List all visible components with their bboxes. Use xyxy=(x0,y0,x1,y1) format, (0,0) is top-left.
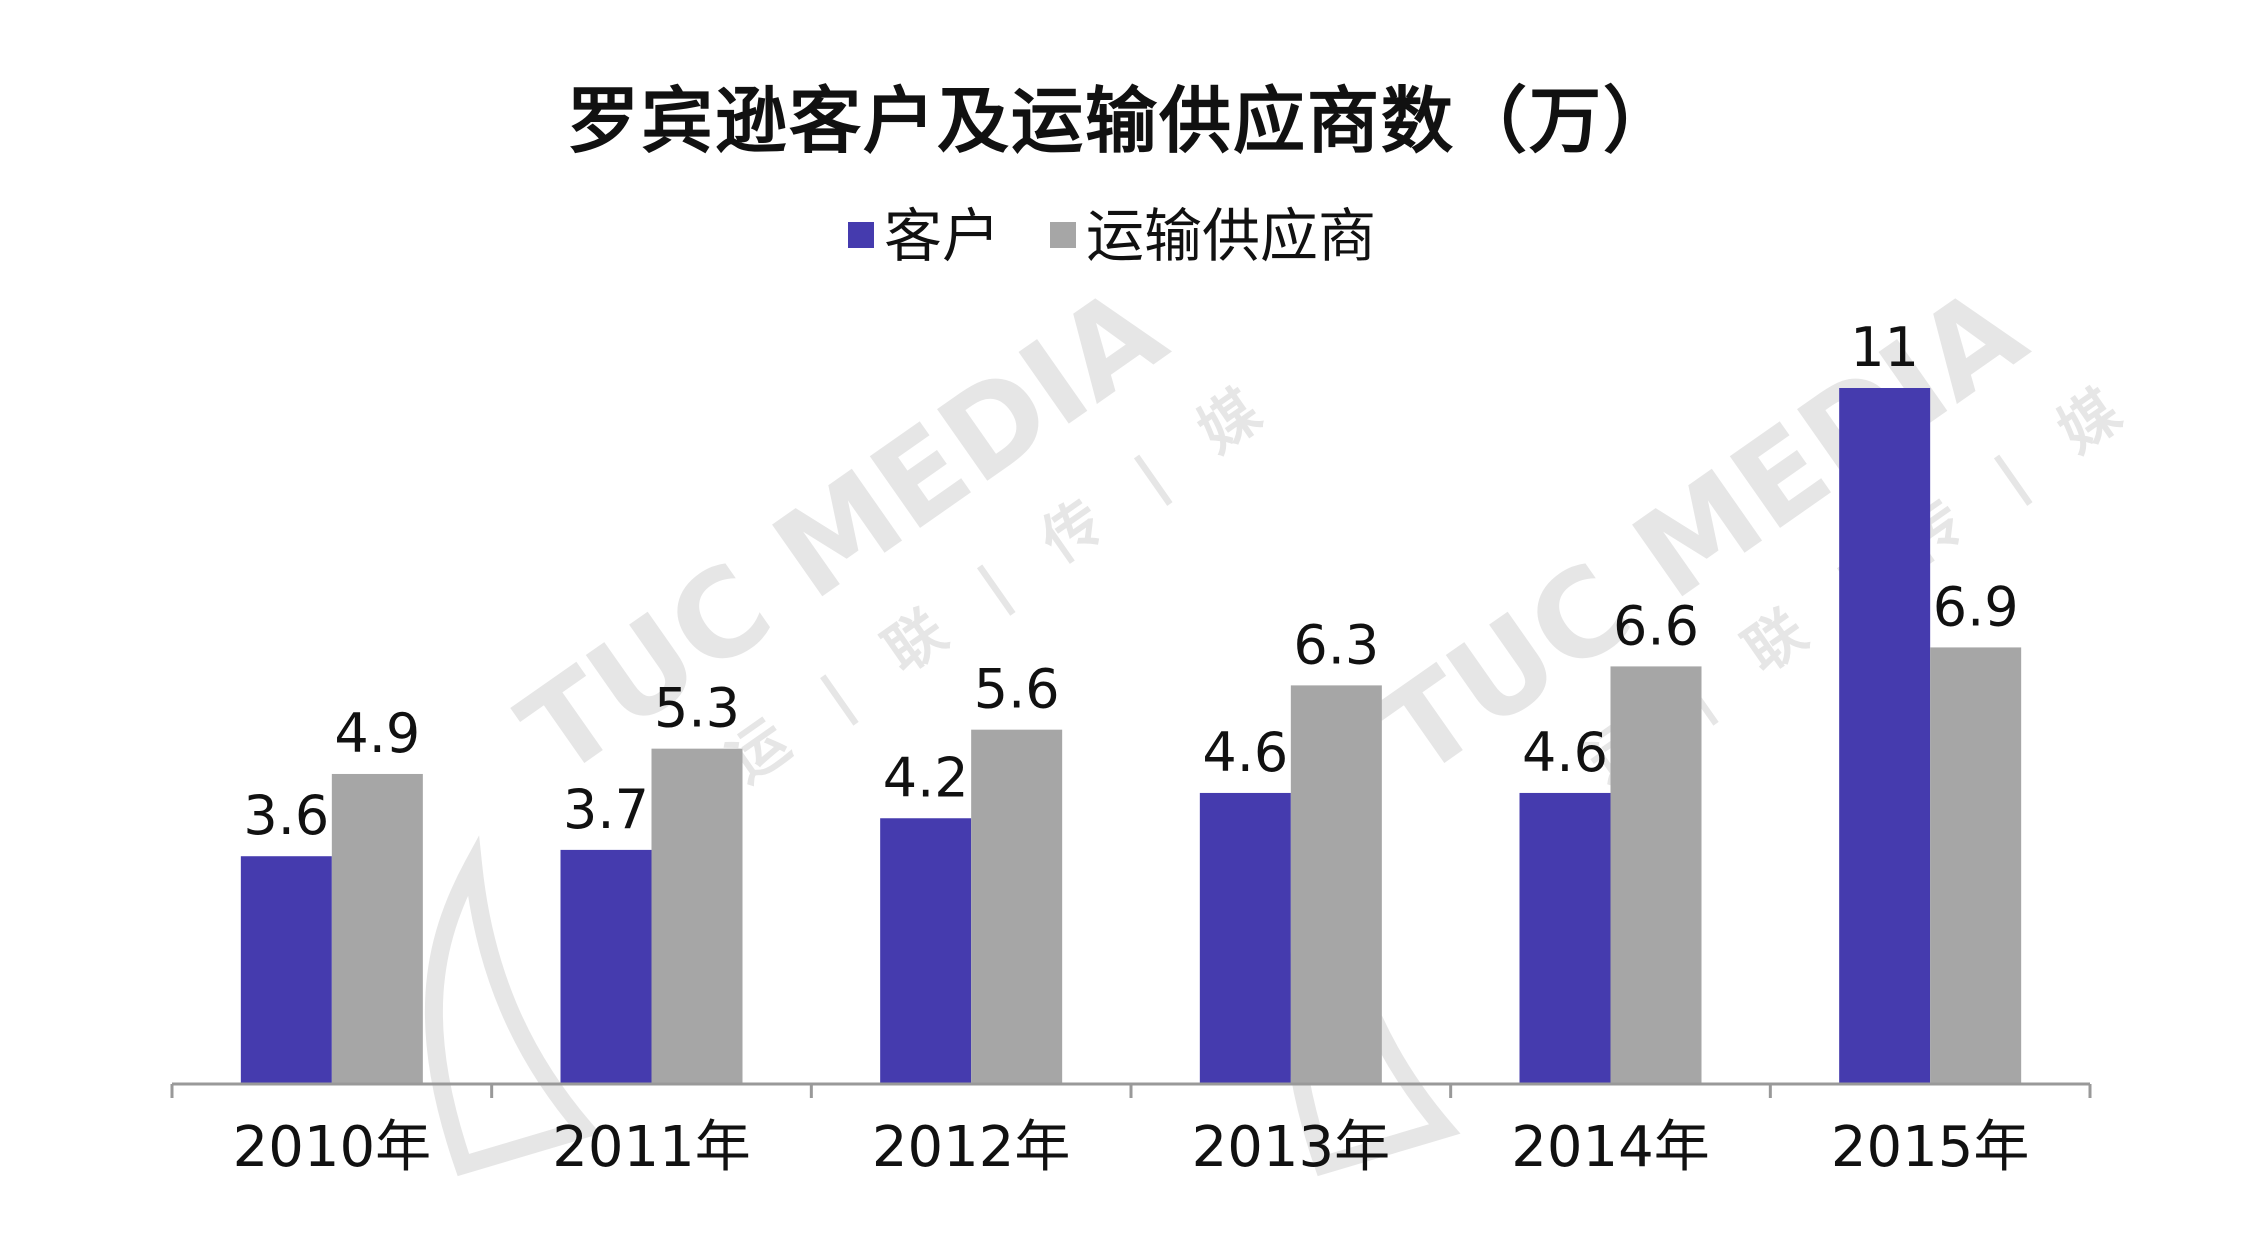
data-label-2-4: 6.3 xyxy=(1293,613,1379,676)
bar-1-3 xyxy=(880,818,972,1084)
data-label-2-3: 5.6 xyxy=(974,658,1060,721)
x-tick-label-2: 2011年 xyxy=(552,1115,751,1180)
x-tick-label-1: 2010年 xyxy=(233,1115,432,1180)
bar-2-5 xyxy=(1610,666,1702,1084)
bar-2-3 xyxy=(971,729,1063,1084)
data-label-1-1: 3.6 xyxy=(243,784,329,847)
data-label-1-4: 4.6 xyxy=(1202,721,1288,784)
chart-title: 罗宾逊客户及运输供应商数（万） xyxy=(566,79,1677,163)
data-label-1-5: 4.6 xyxy=(1522,721,1608,784)
data-label-2-5: 6.6 xyxy=(1613,594,1699,657)
x-tick-label-4: 2013年 xyxy=(1192,1115,1391,1180)
data-label-1-2: 3.7 xyxy=(563,778,649,841)
legend-label-1: 客户 xyxy=(884,202,1000,270)
bar-2-6 xyxy=(1930,647,2022,1084)
data-label-1-3: 4.2 xyxy=(883,746,969,809)
x-tick-label-3: 2012年 xyxy=(872,1115,1071,1180)
data-label-1-6: 11 xyxy=(1850,316,1919,379)
bar-1-5 xyxy=(1519,792,1611,1084)
legend-label-2: 运输供应商 xyxy=(1086,202,1376,270)
data-label-2-2: 5.3 xyxy=(654,677,740,740)
bar-1-1 xyxy=(240,856,332,1084)
x-tick-label-6: 2015年 xyxy=(1831,1115,2030,1180)
bar-2-1 xyxy=(331,773,423,1084)
bar-2-4 xyxy=(1290,685,1382,1084)
bar-1-2 xyxy=(560,849,652,1084)
bars xyxy=(240,388,2022,1084)
bar-1-6 xyxy=(1839,388,1931,1084)
x-tick-label-5: 2014年 xyxy=(1511,1115,1710,1180)
legend-swatch-2 xyxy=(1050,222,1076,248)
data-label-2-6: 6.9 xyxy=(1933,575,2019,638)
bar-2-2 xyxy=(651,748,743,1084)
watermark-swoosh xyxy=(424,835,601,1177)
legend: 客户 运输供应商 xyxy=(848,202,1376,270)
legend-swatch-1 xyxy=(848,222,874,248)
bar-1-4 xyxy=(1199,792,1291,1084)
x-axis: 2010年 2011年 2012年 2013年 2014年 2015年 xyxy=(170,1082,2092,1180)
data-label-2-1: 4.9 xyxy=(334,702,420,765)
